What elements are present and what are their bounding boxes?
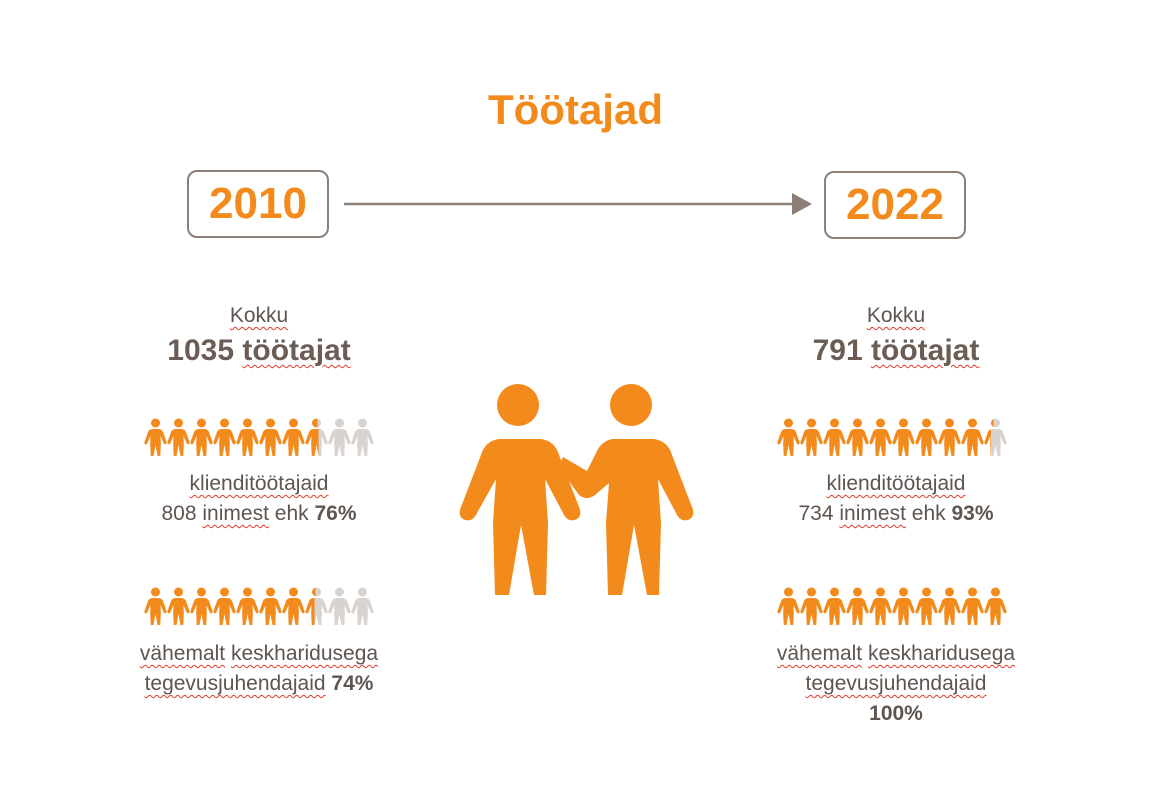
person-icon <box>915 418 938 456</box>
person-icon <box>305 418 328 456</box>
year-box-2010: 2010 <box>187 170 329 238</box>
right-total: 791 töötajat <box>746 334 1046 368</box>
person-icon <box>167 418 190 456</box>
left-stat1-percent: 76% <box>314 502 357 525</box>
person-icon <box>961 587 984 625</box>
person-icon <box>328 587 351 625</box>
person-icon <box>892 587 915 625</box>
person-icon <box>144 587 167 625</box>
left-stat2-percent: 74% <box>331 672 374 695</box>
person-icon <box>236 418 259 456</box>
person-icon <box>938 587 961 625</box>
person-icon <box>213 418 236 456</box>
left-total-label: Kokku <box>229 304 289 327</box>
left-stat1-pictogram <box>109 418 409 456</box>
person-icon <box>846 418 869 456</box>
right-stat2-line2: tegevusjuhendajaid <box>805 672 987 695</box>
person-icon <box>236 587 259 625</box>
right-total-unit: töötajat <box>871 334 980 367</box>
person-icon <box>846 587 869 625</box>
person-icon <box>823 587 846 625</box>
left-stat2-line2: tegevusjuhendajaid <box>144 672 326 695</box>
right-total-number: 791 <box>812 334 863 367</box>
person-icon <box>984 418 1007 456</box>
person-icon <box>213 587 236 625</box>
left-stat1-label: klienditöötajaid <box>189 472 329 495</box>
person-icon <box>823 418 846 456</box>
person-icon <box>892 418 915 456</box>
right-total-label: Kokku <box>866 304 926 327</box>
person-icon <box>351 587 374 625</box>
right-stat1-pictogram <box>742 418 1042 456</box>
left-stat1-count: 808 <box>161 502 197 525</box>
person-icon <box>777 587 800 625</box>
left-stat2-line1b: keskharidusega <box>230 642 379 665</box>
right-stat1-percent: 93% <box>951 502 994 525</box>
person-icon <box>938 418 961 456</box>
person-icon <box>305 587 328 625</box>
left-total-unit: töötajat <box>242 334 351 367</box>
person-icon <box>282 587 305 625</box>
left-stat1-word2: ehk <box>274 502 309 525</box>
person-icon <box>800 587 823 625</box>
right-stat2-percent: 100% <box>869 702 923 725</box>
right-stat2-pictogram <box>742 587 1042 625</box>
left-total: 1035 töötajat <box>109 334 409 368</box>
person-icon <box>167 587 190 625</box>
two-people-icon <box>459 384 694 595</box>
left-stat2-line1a: vähemalt <box>139 642 226 665</box>
person-icon <box>282 418 305 456</box>
right-stat2-text: vähemalt keskharidusega tegevusjuhendaja… <box>746 639 1046 729</box>
left-stat2-text: vähemalt keskharidusega tegevusjuhendaja… <box>109 639 409 699</box>
person-icon <box>869 587 892 625</box>
right-stat1-word2: ehk <box>911 502 946 525</box>
left-stat1-word1: inimest <box>202 502 269 525</box>
right-stat1-label: klienditöötajaid <box>826 472 966 495</box>
person-icon <box>190 587 213 625</box>
person-icon <box>777 418 800 456</box>
left-total-number: 1035 <box>167 334 235 367</box>
person-icon <box>351 418 374 456</box>
person-icon <box>800 418 823 456</box>
right-stat1-word1: inimest <box>839 502 906 525</box>
person-icon <box>984 587 1007 625</box>
left-stat1-text: klienditöötajaid 808 inimest ehk 76% <box>109 469 409 529</box>
person-icon <box>915 587 938 625</box>
person-icon <box>869 418 892 456</box>
year-box-2022: 2022 <box>824 171 966 239</box>
person-icon <box>144 418 167 456</box>
person-icon <box>961 418 984 456</box>
right-stat2-line1a: vähemalt <box>776 642 863 665</box>
right-stat2-line1b: keskharidusega <box>867 642 1016 665</box>
page-title: Töötajad <box>488 86 663 133</box>
left-stat2-pictogram <box>109 587 409 625</box>
right-stat1-count: 734 <box>798 502 834 525</box>
person-icon <box>259 418 282 456</box>
arrow-right-icon <box>344 193 812 215</box>
person-icon <box>328 418 351 456</box>
person-icon <box>259 587 282 625</box>
right-stat1-text: klienditöötajaid 734 inimest ehk 93% <box>746 469 1046 529</box>
person-icon <box>190 418 213 456</box>
